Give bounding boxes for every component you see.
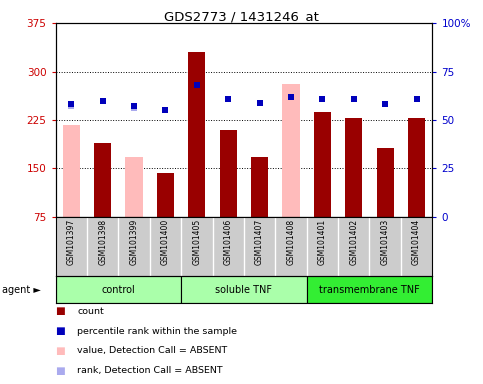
Text: transmembrane TNF: transmembrane TNF — [319, 285, 420, 295]
Text: agent ►: agent ► — [2, 285, 41, 295]
Text: ■: ■ — [56, 326, 65, 336]
Text: GSM101404: GSM101404 — [412, 219, 421, 265]
Bar — [181, 276, 307, 303]
Bar — [56, 276, 181, 303]
Text: rank, Detection Call = ABSENT: rank, Detection Call = ABSENT — [77, 366, 223, 376]
Text: ■: ■ — [56, 306, 65, 316]
Bar — [251, 157, 268, 217]
Text: GSM101402: GSM101402 — [349, 219, 358, 265]
Text: GSM101405: GSM101405 — [192, 219, 201, 265]
Text: GSM101400: GSM101400 — [161, 219, 170, 265]
Bar — [126, 157, 142, 217]
Text: value, Detection Call = ABSENT: value, Detection Call = ABSENT — [77, 346, 227, 356]
Text: GSM101403: GSM101403 — [381, 219, 390, 265]
Text: GSM101406: GSM101406 — [224, 219, 233, 265]
Bar — [307, 276, 432, 303]
Bar — [220, 130, 237, 217]
Text: GSM101401: GSM101401 — [318, 219, 327, 265]
Text: GSM101399: GSM101399 — [129, 219, 139, 265]
Bar — [157, 173, 174, 217]
Bar — [94, 142, 111, 217]
Text: GDS2773 / 1431246_at: GDS2773 / 1431246_at — [164, 10, 319, 23]
Text: ■: ■ — [56, 366, 65, 376]
Text: ■: ■ — [56, 346, 65, 356]
Text: control: control — [101, 285, 135, 295]
Text: GSM101408: GSM101408 — [286, 219, 296, 265]
Bar — [188, 52, 205, 217]
Bar — [63, 124, 80, 217]
Bar — [408, 118, 425, 217]
Bar — [345, 118, 362, 217]
Text: count: count — [77, 306, 104, 316]
Text: GSM101397: GSM101397 — [67, 219, 76, 265]
Text: soluble TNF: soluble TNF — [215, 285, 272, 295]
Text: percentile rank within the sample: percentile rank within the sample — [77, 326, 237, 336]
Text: GSM101407: GSM101407 — [255, 219, 264, 265]
Bar — [283, 84, 299, 217]
Bar — [377, 148, 394, 217]
Text: GSM101398: GSM101398 — [98, 219, 107, 265]
Bar — [314, 112, 331, 217]
